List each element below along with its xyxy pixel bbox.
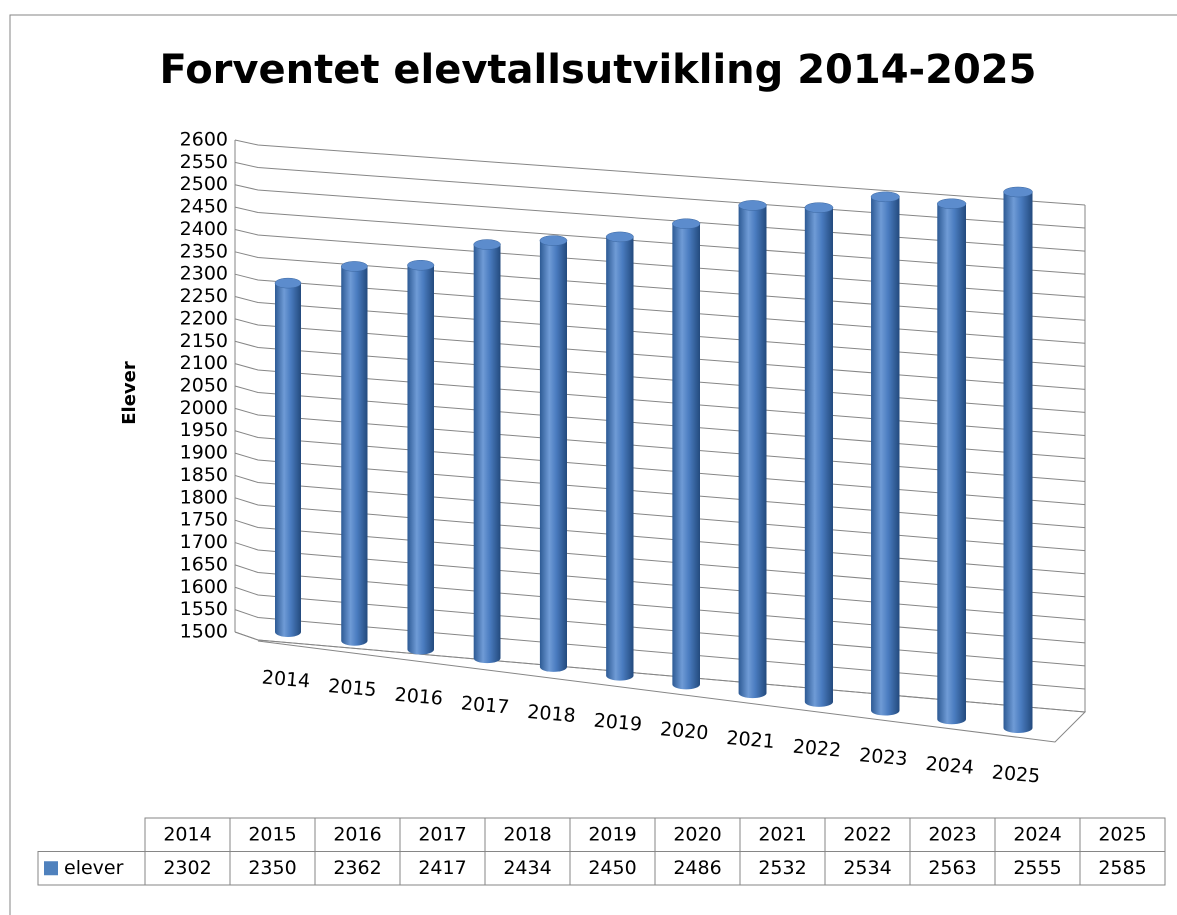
bar	[606, 236, 634, 681]
table-cell	[1079, 851, 1166, 886]
bar	[275, 283, 301, 637]
y-tick-label: 1600	[180, 576, 228, 598]
table-header: 2019	[588, 823, 636, 845]
y-tick-label: 1900	[180, 442, 228, 464]
walls: 1500155016001650170017501800185019001950…	[180, 129, 1087, 743]
table-header: 2022	[843, 823, 891, 845]
table-header: 2015	[248, 823, 296, 845]
y-tick-label: 1800	[180, 486, 228, 508]
x-tick-label: 2014	[261, 666, 311, 692]
bar	[407, 265, 434, 655]
table-header: 2025	[1098, 823, 1146, 845]
bar	[871, 196, 900, 716]
table-value: 2302	[163, 857, 211, 879]
table-value: 2532	[758, 857, 806, 879]
table-value: 2350	[248, 857, 296, 879]
y-tick-label: 2550	[180, 151, 228, 173]
bar	[804, 207, 833, 707]
x-tick-label: 2024	[925, 753, 975, 779]
x-tick-label: 2015	[327, 675, 377, 701]
table-value: 2555	[1013, 857, 1061, 879]
bars: 2014 2015 2016 2017 2018 2019 2020 2021 2022 2023…	[261, 186, 1041, 788]
y-tick-label: 2600	[180, 129, 228, 151]
y-tick-label: 2500	[180, 173, 228, 195]
x-tick-label: 2022	[792, 736, 842, 762]
chart-title: Forventet elevtallsutvikling 2014-2025	[160, 47, 1037, 93]
table-value: 2563	[928, 857, 976, 879]
x-tick-label: 2023	[858, 744, 908, 770]
table-value: 2450	[588, 857, 636, 879]
bar-top	[804, 202, 834, 213]
table-value: 2362	[333, 857, 381, 879]
bar-top	[1003, 186, 1033, 198]
x-tick-label: 2021	[726, 727, 776, 753]
y-tick-label: 1500	[180, 621, 228, 643]
y-tick-label: 1750	[180, 509, 228, 531]
table-header: 2018	[503, 823, 551, 845]
legend-key	[44, 861, 58, 876]
x-tick-label: 2019	[593, 710, 643, 736]
bar-top	[539, 235, 568, 246]
y-tick-label: 2250	[180, 285, 228, 307]
table-value: 2434	[503, 857, 551, 879]
x-tick-label: 2017	[460, 692, 510, 718]
y-tick-label: 2300	[180, 263, 228, 285]
bar-top	[870, 191, 900, 203]
table-value: 2417	[418, 857, 466, 879]
y-tick-label: 1650	[180, 553, 228, 575]
table-value: 2585	[1098, 857, 1146, 879]
bar-top	[274, 277, 302, 289]
bar-top	[407, 259, 435, 271]
x-tick-label: 2018	[526, 701, 576, 727]
grid-line	[234, 139, 1086, 206]
bar-top	[340, 261, 368, 272]
y-tick-label: 2400	[180, 218, 228, 240]
y-tick-label: 2450	[180, 196, 228, 218]
bar	[738, 205, 767, 699]
table-header: 2021	[758, 823, 806, 845]
y-tick-label: 2050	[180, 375, 228, 397]
y-tick-label: 1950	[180, 419, 228, 441]
y-tick-label: 1550	[180, 598, 228, 620]
data-table: elever 2014 2302 2015 2350 2016 2362 2017 2417 20…	[37, 817, 1166, 886]
table-header: 2014	[163, 823, 211, 845]
x-tick-label: 2025	[991, 761, 1041, 787]
table-value: 2486	[673, 857, 721, 879]
y-tick-label: 2100	[180, 352, 228, 374]
bar	[672, 223, 700, 690]
table-header: 2017	[418, 823, 466, 845]
x-tick-label: 2016	[394, 684, 444, 710]
bar	[539, 240, 567, 672]
y-tick-label: 2000	[180, 397, 228, 419]
y-tick-label: 1700	[180, 531, 228, 553]
y-tick-label: 2200	[180, 307, 228, 329]
bar	[937, 203, 966, 725]
bar	[1003, 192, 1033, 733]
y-tick-label: 2350	[180, 240, 228, 262]
table-header: 2016	[333, 823, 381, 845]
table-header: 2020	[673, 823, 721, 845]
bar-top	[473, 239, 501, 250]
table-header: 2024	[1013, 823, 1061, 845]
bar-top	[937, 198, 967, 210]
chart-border	[9, 14, 1177, 915]
bar-top	[672, 218, 701, 229]
y-tick-label: 1850	[180, 464, 228, 486]
bar-top	[738, 200, 767, 211]
bar	[473, 244, 501, 664]
y-axis-label: Elever	[119, 361, 140, 425]
x-tick-label: 2020	[659, 718, 709, 744]
bar	[341, 266, 368, 646]
bar-top	[605, 231, 634, 243]
legend-label: elever	[64, 857, 124, 879]
table-header: 2023	[928, 823, 976, 845]
y-tick-label: 2150	[180, 330, 228, 352]
table-value: 2534	[843, 857, 891, 879]
